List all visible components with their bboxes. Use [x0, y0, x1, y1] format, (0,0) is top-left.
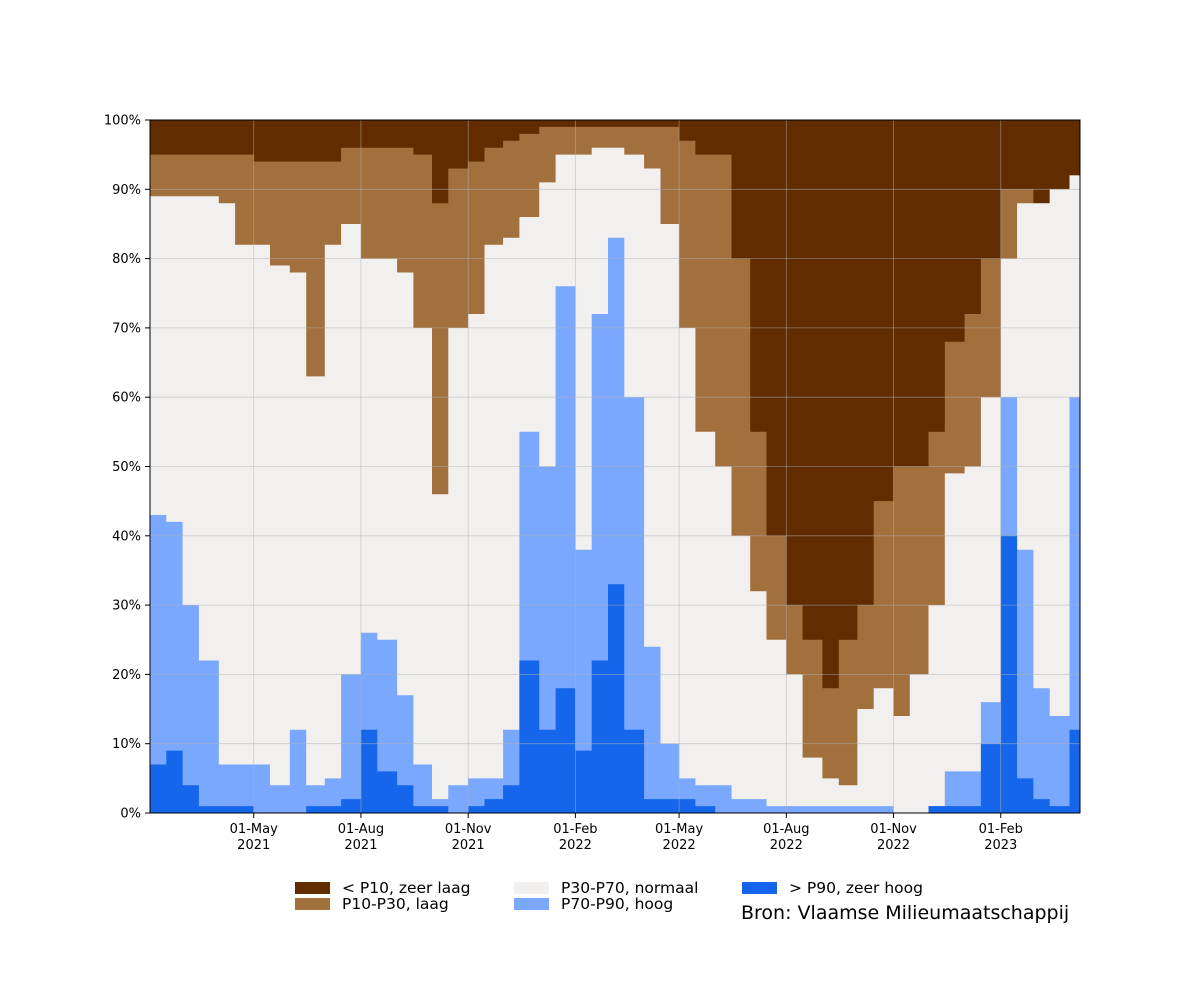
legend-swatch	[514, 898, 549, 910]
legend-item-laag: P10-P30, laag	[295, 895, 449, 913]
y-tick-label: 0%	[120, 807, 141, 822]
legend-swatch	[295, 898, 330, 910]
legend-item-hoog: P70-P90, hoog	[514, 895, 673, 913]
plot-area	[150, 120, 1080, 814]
y-tick-label: 60%	[112, 391, 141, 406]
x-axis: 01-May202101-Aug202101-Nov202101-Feb2022…	[230, 813, 1023, 853]
x-tick-label-year: 2021	[237, 838, 270, 853]
y-axis: 0% 10% 20% 30% 40% 50% 60% 70% 80% 90% 100%	[104, 114, 150, 822]
x-tick-label-date: 01-Feb	[979, 822, 1023, 837]
x-tick-label-date: 01-Aug	[763, 822, 809, 837]
y-tick-label: 100%	[104, 114, 141, 129]
x-tick-label-year: 2022	[770, 838, 803, 853]
y-tick-label: 40%	[112, 529, 141, 544]
legend: < P10, zeer laag P10-P30, laag P30-P70, …	[295, 879, 1195, 959]
legend-item-normaal: P30-P70, normaal	[514, 879, 698, 897]
x-tick-label-year: 2021	[344, 838, 377, 853]
legend-label: P30-P70, normaal	[561, 879, 699, 897]
x-tick-label-date: 01-May	[230, 822, 278, 837]
x-tick-label-year: 2021	[452, 838, 485, 853]
x-tick-label-date: 01-Nov	[870, 822, 917, 837]
x-tick-label-date: 01-Feb	[553, 822, 597, 837]
x-tick-label-year: 2022	[559, 838, 592, 853]
legend-swatch	[742, 882, 777, 894]
legend-label: > P90, zeer hoog	[789, 879, 923, 897]
legend-item-zeer-laag: < P10, zeer laag	[295, 879, 471, 897]
x-tick-label-year: 2022	[877, 838, 910, 853]
legend-label: < P10, zeer laag	[342, 879, 471, 897]
y-tick-label: 30%	[112, 599, 141, 614]
x-tick-label-date: 01-Aug	[338, 822, 384, 837]
y-tick-label: 90%	[112, 183, 141, 198]
x-tick-label-year: 2023	[984, 838, 1017, 853]
area-band-1	[150, 237, 1080, 814]
y-tick-label: 80%	[112, 252, 141, 267]
x-tick-label-date: 01-Nov	[445, 822, 492, 837]
y-tick-label: 50%	[112, 460, 141, 475]
legend-label: P10-P30, laag	[342, 895, 449, 913]
y-tick-label: 20%	[112, 668, 141, 683]
legend-item-zeer-hoog: > P90, zeer hoog	[742, 879, 923, 897]
x-tick-label-date: 01-May	[655, 822, 703, 837]
legend-label: P70-P90, hoog	[561, 895, 674, 913]
y-tick-label: 10%	[112, 737, 141, 752]
legend-swatch	[514, 882, 549, 894]
x-tick-label-year: 2022	[663, 838, 696, 853]
legend-swatch	[295, 882, 330, 894]
y-tick-label: 70%	[112, 321, 141, 336]
source-credit: Bron: Vlaamse Milieumaatschappij	[741, 902, 1070, 924]
